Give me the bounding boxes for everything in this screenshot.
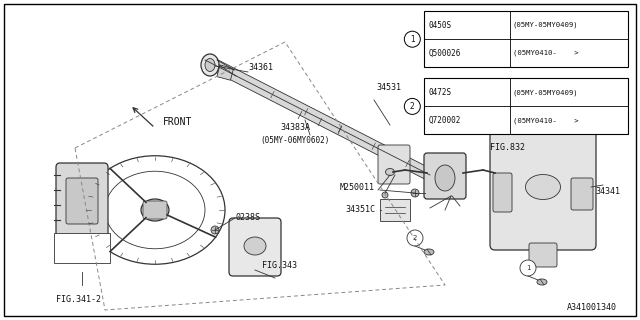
Text: (05MY-05MY0409): (05MY-05MY0409) <box>513 22 579 28</box>
Circle shape <box>404 99 420 114</box>
FancyBboxPatch shape <box>490 130 596 250</box>
Text: 34341: 34341 <box>595 188 620 196</box>
FancyBboxPatch shape <box>56 163 108 239</box>
Ellipse shape <box>435 165 455 191</box>
FancyBboxPatch shape <box>66 178 98 224</box>
Bar <box>424 78 628 134</box>
Text: FIG.832: FIG.832 <box>490 143 525 153</box>
FancyBboxPatch shape <box>571 178 593 210</box>
Text: 34361: 34361 <box>248 62 273 71</box>
FancyBboxPatch shape <box>229 218 281 276</box>
Text: 34383A: 34383A <box>280 124 310 132</box>
Text: (05MY-06MY0602): (05MY-06MY0602) <box>260 135 330 145</box>
Text: FIG.343: FIG.343 <box>262 260 297 269</box>
Text: A341001340: A341001340 <box>567 303 617 313</box>
FancyBboxPatch shape <box>143 201 167 219</box>
Ellipse shape <box>244 237 266 255</box>
Ellipse shape <box>382 192 388 198</box>
Bar <box>424 11 628 67</box>
Text: 2: 2 <box>413 235 417 241</box>
Ellipse shape <box>211 226 219 234</box>
Text: (05MY0410-    >: (05MY0410- > <box>513 50 579 56</box>
FancyBboxPatch shape <box>529 243 557 267</box>
FancyBboxPatch shape <box>378 145 410 184</box>
Text: 0238S: 0238S <box>235 213 260 222</box>
Ellipse shape <box>201 54 219 76</box>
Ellipse shape <box>537 279 547 285</box>
FancyBboxPatch shape <box>493 173 512 212</box>
Bar <box>54 233 110 263</box>
Text: FRONT: FRONT <box>163 117 193 127</box>
Ellipse shape <box>385 169 394 175</box>
Polygon shape <box>202 55 433 180</box>
Text: (05MY-05MY0409): (05MY-05MY0409) <box>513 89 579 96</box>
Text: 34351C: 34351C <box>345 205 375 214</box>
Text: (05MY0410-    >: (05MY0410- > <box>513 117 579 124</box>
Ellipse shape <box>205 59 215 71</box>
FancyBboxPatch shape <box>380 199 410 221</box>
Circle shape <box>520 260 536 276</box>
FancyBboxPatch shape <box>424 153 466 199</box>
Ellipse shape <box>411 189 419 197</box>
Text: FIG.341-2: FIG.341-2 <box>56 295 101 305</box>
Text: 1: 1 <box>410 35 415 44</box>
Ellipse shape <box>141 199 169 221</box>
Ellipse shape <box>493 170 502 177</box>
Circle shape <box>404 31 420 47</box>
Ellipse shape <box>424 249 434 255</box>
Text: M250011: M250011 <box>340 183 375 193</box>
Ellipse shape <box>105 171 205 249</box>
Text: Q500026: Q500026 <box>428 49 461 58</box>
Text: 34531: 34531 <box>376 83 401 92</box>
Circle shape <box>407 230 423 246</box>
Text: Q720002: Q720002 <box>428 116 461 125</box>
Text: 0472S: 0472S <box>428 88 451 97</box>
Text: 1: 1 <box>525 265 531 271</box>
Bar <box>217 65 234 80</box>
Text: 0450S: 0450S <box>428 21 451 30</box>
Ellipse shape <box>85 156 225 264</box>
Ellipse shape <box>525 174 561 199</box>
Text: 2: 2 <box>410 102 415 111</box>
